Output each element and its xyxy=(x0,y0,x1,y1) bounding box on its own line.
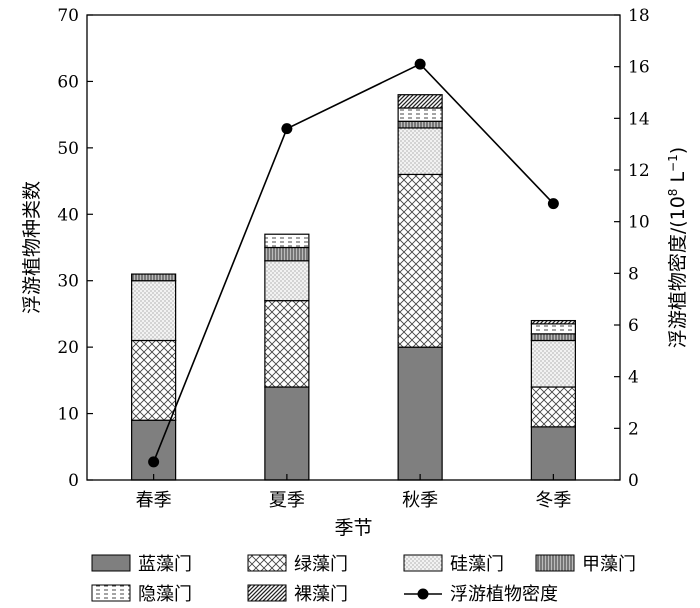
right-tick-label: 18 xyxy=(628,6,650,26)
legend-line-marker xyxy=(417,588,429,600)
left-tick-label: 20 xyxy=(57,338,79,358)
right-tick-label: 6 xyxy=(628,316,639,336)
bar-segment xyxy=(397,94,443,109)
legend-label: 绿藻门 xyxy=(294,554,348,575)
bar-segment xyxy=(397,127,443,176)
x-tick-label: 秋季 xyxy=(402,490,438,511)
bar-segment xyxy=(397,346,443,481)
legend-label: 隐藻门 xyxy=(138,584,192,605)
bar-segment xyxy=(264,300,310,388)
right-tick-label: 10 xyxy=(628,213,650,233)
bar-segment xyxy=(264,386,310,481)
density-point xyxy=(281,123,293,135)
bar-segment xyxy=(530,319,576,325)
y-axis-title-part: ) xyxy=(667,147,689,154)
bar-segment xyxy=(131,419,177,481)
x-axis-title: 季节 xyxy=(334,517,372,539)
left-tick-label: 70 xyxy=(57,6,79,26)
right-tick-label: 16 xyxy=(628,58,650,78)
x-tick-label: 夏季 xyxy=(269,490,305,511)
y-axis-title-part: 浮游植物密度/(10 xyxy=(667,196,689,348)
legend-swatch xyxy=(91,554,131,572)
bar-segment xyxy=(131,273,177,282)
legend-label: 蓝藻门 xyxy=(138,554,192,575)
right-tick-label: 2 xyxy=(628,419,639,439)
y-axis-title-left: 浮游植物种类数 xyxy=(21,181,43,314)
bar-segment xyxy=(530,339,576,388)
right-tick-label: 8 xyxy=(628,264,639,284)
bar-segment xyxy=(264,260,310,302)
density-point xyxy=(148,456,160,468)
y-axis-title-superscript: 8 xyxy=(666,189,680,197)
bar-segment xyxy=(397,107,443,122)
density-line xyxy=(152,63,554,463)
right-tick-label: 0 xyxy=(628,471,639,491)
legend-swatch xyxy=(535,554,575,572)
y-axis-title-part: L xyxy=(667,172,689,189)
bar-segment xyxy=(530,426,576,481)
legend-swatch xyxy=(403,554,443,572)
legend-label: 浮游植物密度 xyxy=(450,584,558,605)
bar-segment xyxy=(530,333,576,342)
left-tick-label: 30 xyxy=(57,272,79,292)
left-tick-label: 60 xyxy=(57,72,79,92)
bar-segment xyxy=(264,233,310,249)
legend-swatch xyxy=(247,554,287,572)
right-tick-label: 12 xyxy=(628,161,650,181)
plot-frame xyxy=(86,14,621,481)
bar-segment xyxy=(264,246,310,262)
x-tick-label: 冬季 xyxy=(535,490,571,511)
density-point xyxy=(414,58,426,70)
bar-segment xyxy=(131,339,177,421)
left-tick-label: 50 xyxy=(57,139,79,159)
x-tick-label: 春季 xyxy=(136,490,172,511)
legend-label: 硅藻门 xyxy=(450,554,504,575)
left-tick-label: 10 xyxy=(57,405,79,425)
density-point xyxy=(547,198,559,210)
bar-segment xyxy=(530,323,576,335)
legend-label: 甲藻门 xyxy=(582,554,636,575)
left-tick-label: 0 xyxy=(68,471,79,491)
legend-swatch xyxy=(247,584,287,602)
bar-segment xyxy=(397,120,443,129)
right-tick-label: 14 xyxy=(628,109,650,129)
y-axis-title-superscript: −1 xyxy=(666,154,680,172)
legend-label: 裸藻门 xyxy=(294,584,348,605)
legend-swatch xyxy=(91,584,131,602)
left-tick-label: 40 xyxy=(57,205,79,225)
right-tick-label: 4 xyxy=(628,368,639,388)
bar-segment xyxy=(530,386,576,428)
bar-segment xyxy=(397,173,443,348)
y-axis-title-right: 浮游植物密度/(108 L−1) xyxy=(666,147,689,348)
bar-segment xyxy=(131,280,177,342)
